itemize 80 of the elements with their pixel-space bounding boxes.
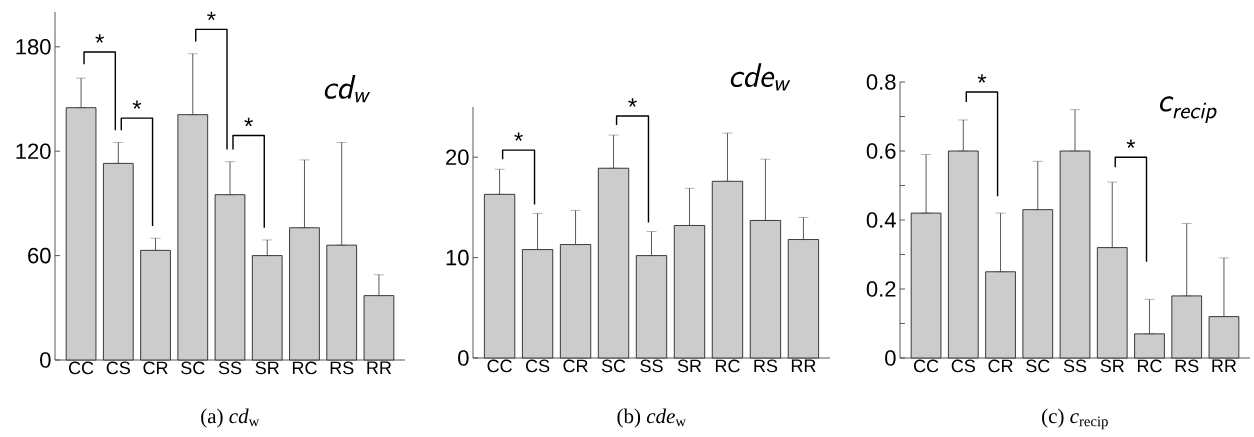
bar: [483, 193, 516, 359]
bar: [214, 194, 246, 361]
x-tick-label: SS: [640, 359, 663, 373]
y-tick-label: 0.6: [866, 143, 896, 159]
x-tick-label: SR: [677, 359, 702, 373]
x-tick-label: SC: [181, 361, 205, 375]
annotation: *: [514, 132, 523, 141]
y-tick-label: 120: [16, 143, 51, 159]
y-tick-label: 10: [446, 249, 469, 266]
annotation: *: [207, 11, 216, 21]
bar: [1022, 209, 1054, 359]
bar: [559, 244, 592, 359]
bar: [363, 295, 395, 361]
y-tick-label: 20: [446, 149, 469, 165]
x-tick-label: SS: [218, 361, 242, 375]
y-tick-label: 0: [40, 352, 51, 368]
bar: [177, 114, 209, 361]
x-tick-label: SR: [1100, 359, 1124, 373]
chart-title: cde$_{w}$: [730, 63, 791, 91]
bar: [1208, 316, 1240, 359]
x-tick-label: CC: [68, 361, 94, 375]
text: *: [628, 98, 637, 107]
x-tick-label: CR: [143, 361, 168, 375]
bar: [140, 249, 171, 361]
x-tick-label: CS: [525, 359, 550, 373]
x-tick-label: CC: [487, 359, 512, 373]
bar: [289, 227, 320, 361]
x-tick-label: SS: [1063, 359, 1087, 373]
bar: [1171, 295, 1203, 359]
x-tick-label: SC: [1026, 359, 1050, 373]
y-tick-label: 0.4: [866, 212, 896, 228]
annotation: *: [244, 117, 253, 127]
bar: [673, 225, 706, 359]
bar: [947, 150, 979, 359]
annotation: *: [132, 100, 142, 109]
x-tick-label: RS: [330, 361, 354, 375]
x-tick-label: RS: [1175, 359, 1199, 373]
text: cd$_{w}$: [324, 74, 371, 103]
bar: [787, 239, 820, 359]
text: (b) cde$_{w}$: [617, 408, 686, 428]
x-tick-label: RC: [1137, 359, 1162, 373]
x-tick-label: CS: [106, 361, 130, 375]
bar: [65, 107, 97, 361]
bar: [597, 167, 630, 359]
y-tick-label: 180: [16, 39, 51, 55]
annotation: *: [1126, 139, 1136, 148]
bar: [521, 249, 554, 359]
bar: [1096, 247, 1128, 359]
text: (c) c$_{recip}$: [1042, 408, 1108, 430]
annotation: *: [977, 74, 987, 83]
x-tick-label: CC: [914, 359, 939, 373]
x-tick-label: RC: [715, 359, 740, 373]
x-tick-label: SC: [601, 359, 626, 373]
bar: [1134, 333, 1165, 359]
x-tick-label: CS: [951, 359, 975, 373]
x-tick-label: RR: [1212, 359, 1237, 372]
bar: [910, 212, 942, 359]
bar: [711, 180, 744, 359]
x-tick-label: RR: [367, 361, 392, 374]
bar: [749, 220, 782, 359]
x-tick-label: RC: [292, 361, 317, 375]
x-tick-label: RR: [791, 359, 816, 372]
bar: [102, 162, 134, 361]
bar: [635, 255, 668, 359]
x-tick-label: CR: [988, 359, 1013, 373]
annotation: *: [95, 34, 104, 43]
y-tick-label: 60: [28, 247, 51, 264]
bar: [985, 271, 1016, 359]
bar: [1059, 150, 1091, 359]
y-tick-label: 0: [458, 350, 469, 366]
x-tick-label: CR: [563, 359, 588, 373]
x-tick-label: SR: [255, 361, 279, 375]
x-tick-label: RS: [754, 359, 778, 373]
text: (a) cd$_{w}$: [201, 408, 260, 428]
y-tick-label: 0: [885, 350, 896, 366]
y-tick-label: 0.2: [866, 281, 896, 297]
bar: [326, 244, 358, 361]
chart-title: c$_{recip}$: [1159, 96, 1217, 123]
bar: [251, 255, 283, 361]
y-tick-label: 0.8: [866, 74, 896, 90]
